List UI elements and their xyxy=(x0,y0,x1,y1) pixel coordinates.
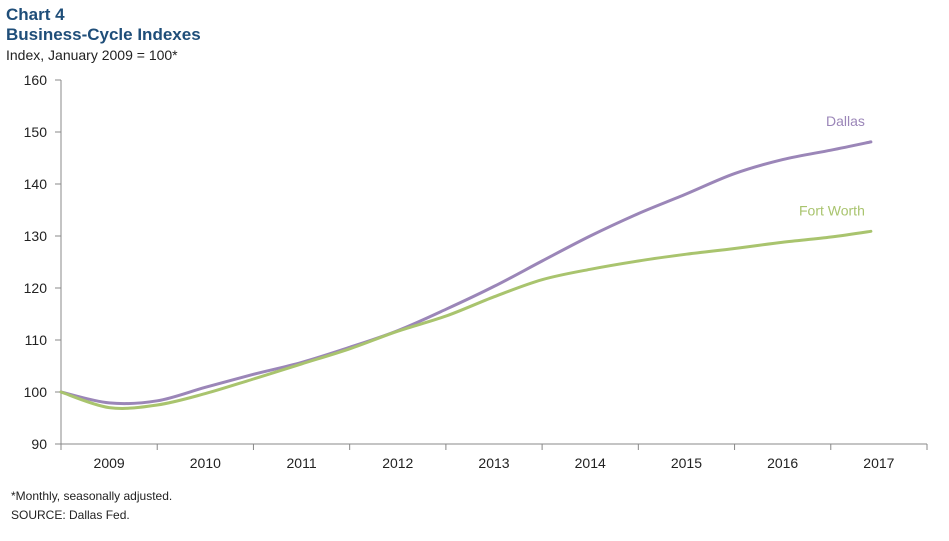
x-tick-label: 2015 xyxy=(671,455,702,471)
x-tick-label: 2009 xyxy=(94,455,125,471)
series-labels: Dallas Fort Worth xyxy=(799,113,865,218)
x-tick-label: 2010 xyxy=(190,455,221,471)
footnote: *Monthly, seasonally adjusted. xyxy=(11,489,173,503)
y-tick-label: 120 xyxy=(24,280,48,296)
y-tick-label: 150 xyxy=(24,124,48,140)
y-tick-label: 160 xyxy=(24,72,48,88)
x-tick-label: 2014 xyxy=(575,455,606,471)
chart-axes xyxy=(55,79,928,450)
y-tick-label: 100 xyxy=(24,384,48,400)
series-line-dallas xyxy=(59,140,873,406)
series-lines xyxy=(59,140,873,410)
y-tick-label: 130 xyxy=(24,228,48,244)
y-tick-label: 110 xyxy=(25,332,48,348)
y-tick-label: 90 xyxy=(31,436,47,452)
line-chart: 90 100 110 120 130 140 150 160 2009 2010 2011 2012… xyxy=(24,72,928,471)
source-note: SOURCE: Dallas Fed. xyxy=(11,508,130,522)
x-tick-label: 2017 xyxy=(863,455,894,471)
x-tick-label: 2013 xyxy=(478,455,509,471)
chart-title: Business-Cycle Indexes xyxy=(6,25,201,44)
chart-subtitle: Index, January 2009 = 100* xyxy=(6,47,178,63)
chart-number: Chart 4 xyxy=(6,5,65,24)
series-label-fort-worth: Fort Worth xyxy=(799,202,865,218)
y-tick-label: 140 xyxy=(24,176,48,192)
x-tick-label: 2011 xyxy=(287,455,317,471)
series-line-fort-worth xyxy=(59,229,873,410)
series-label-dallas: Dallas xyxy=(826,113,865,129)
y-tick-labels: 90 100 110 120 130 140 150 160 xyxy=(24,72,48,452)
x-tick-label: 2016 xyxy=(767,455,798,471)
x-tick-label: 2012 xyxy=(382,455,413,471)
x-tick-labels: 2009 2010 2011 2012 2013 2014 2015 2016 2017 xyxy=(94,455,895,471)
